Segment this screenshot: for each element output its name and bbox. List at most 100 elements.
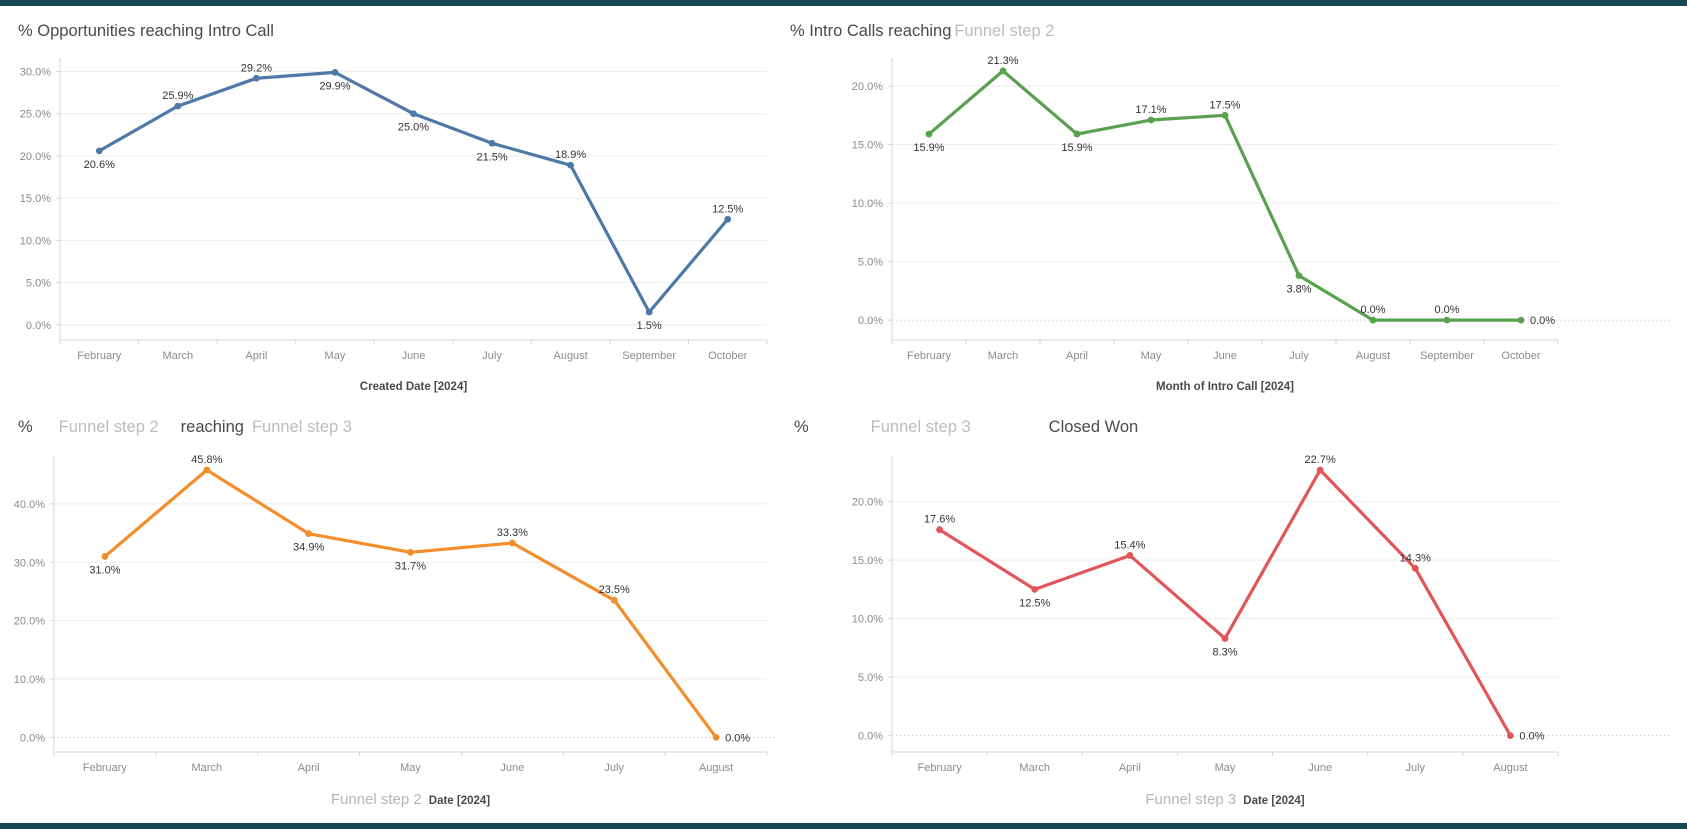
x-tick-label: March [988,350,1019,362]
chart-title: % Funnel step 3 Closed Won [782,406,1687,448]
x-tick-label: May [400,762,421,774]
y-tick-label: 5.0% [858,257,883,269]
data-point[interactable] [174,102,182,110]
data-point[interactable] [1443,316,1451,324]
chart-title-text: reaching [180,418,244,436]
x-tick-label: May [1215,762,1236,774]
data-point-label: 25.9% [162,90,193,102]
data-point[interactable] [252,74,260,82]
data-point[interactable] [488,139,496,147]
data-point-label: 22.7% [1305,454,1336,466]
x-tick-label: September [1420,350,1474,362]
data-point[interactable] [724,215,732,223]
data-point[interactable] [1507,732,1514,740]
data-point-label: 14.3% [1400,552,1431,564]
data-point[interactable] [407,548,414,556]
data-point[interactable] [1411,564,1419,572]
data-point-label: 0.0% [1530,315,1555,327]
chart-title-parameter-text: Funnel step 3 [870,418,971,436]
chart-intro-calls-reaching-funnel-step-2: % Intro Calls reaching Funnel step 2 0.0%… [782,6,1687,406]
bottom-accent-bar [0,823,1687,829]
data-point[interactable] [410,110,417,118]
x-tick-label: September [622,350,676,362]
data-point-label: 21.5% [476,151,507,163]
x-tick-label: April [1066,350,1088,362]
data-point[interactable] [331,68,339,76]
chart-title-parameter-text: Funnel step 2 [954,22,1055,40]
x-axis-title: Funnel step 3 Date [2024] [892,791,1558,809]
chart-title-parameter-text: Funnel step 2 [58,418,159,436]
data-point-label: 12.5% [712,203,743,215]
data-point[interactable] [1517,316,1525,324]
data-point[interactable] [203,466,211,474]
y-tick-label: 0.0% [858,731,883,743]
data-point-label: 25.0% [398,122,429,134]
data-point[interactable] [95,147,103,155]
y-tick-label: 30.0% [20,67,51,79]
funnel-step-2-funnel-step-3-plot[interactable]: 0.0% 10.0% 20.0% 30.0% 40.0% 31.0% February 45.… [4,448,779,788]
y-tick-label: 15.0% [852,555,883,567]
data-point[interactable] [999,67,1007,75]
x-tick-label: May [1141,350,1162,362]
data-point-label: 20.6% [84,159,115,171]
data-point[interactable] [101,553,109,560]
chart-title: % Opportunities reaching Intro Call [0,6,782,52]
data-point[interactable] [1221,635,1229,642]
data-point[interactable] [1369,316,1377,324]
data-point[interactable] [936,526,943,534]
y-tick-label: 15.0% [852,140,883,152]
data-point[interactable] [508,539,516,547]
data-point[interactable] [610,596,618,604]
x-tick-label: August [1356,350,1390,362]
y-tick-label: 0.0% [858,315,883,327]
data-point[interactable] [712,734,720,741]
data-point-label: 29.2% [241,62,272,74]
x-tick-label: February [918,762,963,774]
data-point[interactable] [305,530,313,538]
data-point[interactable] [645,308,653,316]
y-tick-label: 15.0% [20,193,51,205]
data-point[interactable] [1221,111,1229,119]
data-point[interactable] [1031,585,1039,593]
data-point[interactable] [925,130,933,138]
y-tick-label: 10.0% [14,674,45,686]
data-point[interactable] [1147,116,1155,124]
x-tick-label: March [163,350,194,362]
data-point[interactable] [1126,552,1134,559]
y-tick-label: 20.0% [852,497,883,509]
data-point[interactable] [1073,130,1081,138]
opportunities-intro-call-plot[interactable]: 0.0% 5.0% 10.0% 15.0% 20.0% 25.0% 30.0% 20.6% Fe… [4,52,779,374]
data-point-label: 31.0% [89,564,120,576]
y-tick-label: 5.0% [858,672,883,684]
y-tick-label: 20.0% [852,81,883,93]
y-tick-label: 10.0% [852,198,883,210]
data-point-label: 17.5% [1209,99,1240,111]
chart-title: % Funnel step 2 reaching Funnel step 3 [0,406,782,448]
chart-title-text: % [794,418,809,436]
data-point[interactable] [567,161,575,169]
data-point[interactable] [1295,272,1303,280]
data-line [97,70,730,314]
data-point-label: 17.6% [924,514,955,526]
x-axis-title-parameter-text: Funnel step 3 [1145,791,1237,808]
y-tick-label: 25.0% [20,109,51,121]
x-tick-label: June [1308,762,1332,774]
x-tick-label: October [1501,350,1540,362]
intro-calls-funnel-step-2-plot[interactable]: 0.0% 5.0% 10.0% 15.0% 20.0% 15.9% February 21.3… [782,52,1674,374]
x-tick-label: June [402,350,426,362]
x-axis-title-text: Month of Intro Call [2024] [1156,381,1294,393]
x-tick-label: August [553,350,587,362]
data-point-label: 3.8% [1286,284,1311,296]
data-point-label: 17.1% [1135,104,1166,116]
chart-title-text: % Intro Calls reaching [790,22,952,40]
data-point-label: 12.5% [1019,597,1050,609]
funnel-step-3-closed-won-plot[interactable]: 0.0% 5.0% 10.0% 15.0% 20.0% 17.6% February 12.5… [782,448,1674,788]
chart-title-text: Closed Won [1048,418,1139,436]
x-axis-title-text: Created Date [2024] [359,381,468,393]
chart-title-text: % Opportunities reaching Intro Call [18,22,274,40]
data-point-label: 31.7% [395,560,426,572]
data-point-label: 15.4% [1114,539,1145,551]
data-point[interactable] [1316,466,1324,474]
data-point-label: 0.0% [1434,304,1459,316]
y-tick-label: 40.0% [14,499,45,511]
